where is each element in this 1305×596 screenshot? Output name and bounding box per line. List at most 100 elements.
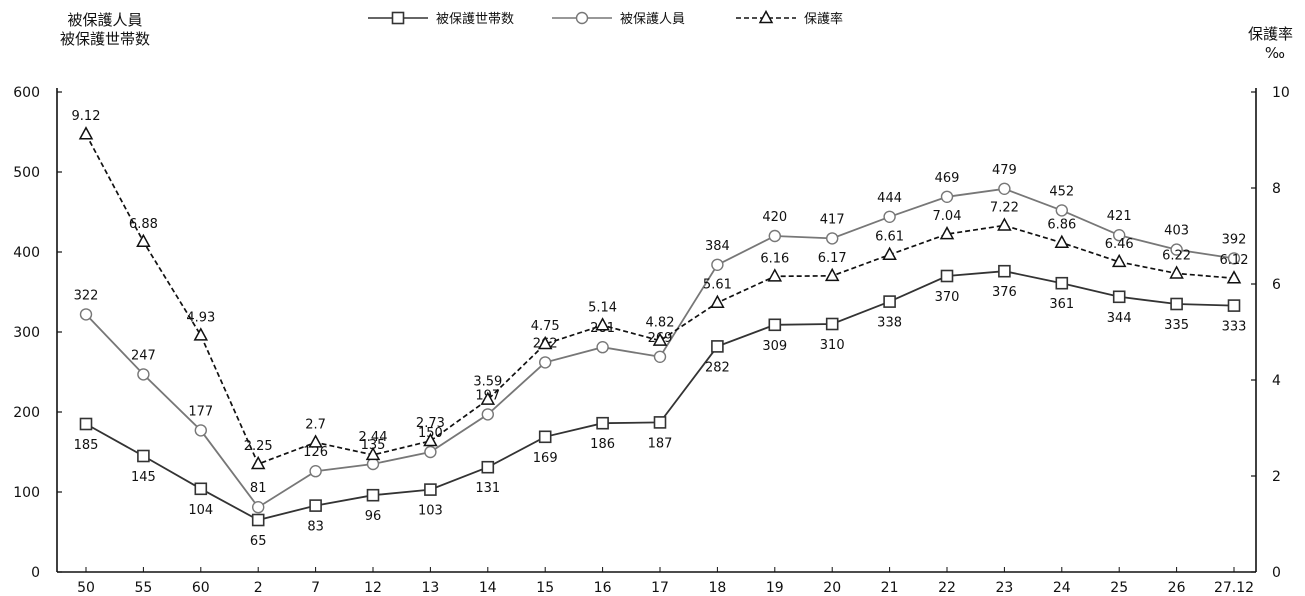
data-label: 403 [1164, 224, 1189, 239]
data-label: 417 [820, 212, 845, 227]
data-label: 186 [590, 437, 615, 452]
data-label: 247 [131, 348, 156, 363]
triangle-marker [710, 294, 725, 308]
circle-marker [940, 190, 954, 204]
x-tick-label: 18 [708, 580, 726, 596]
data-label: 96 [365, 509, 382, 524]
x-tick-label: 26 [1168, 580, 1186, 596]
square-marker [194, 482, 208, 496]
square-marker [309, 499, 322, 512]
data-label: 282 [705, 360, 730, 375]
right-axis-title: 保護率 ‰ [1248, 25, 1293, 63]
circle-marker [366, 457, 380, 471]
right-axis-title-line1: 保護率 [1247, 25, 1293, 43]
square-marker [137, 449, 150, 463]
triangle-marker [824, 267, 840, 282]
data-label: 4.75 [531, 319, 560, 334]
data-label: 384 [705, 239, 730, 254]
data-label: 452 [1049, 184, 1074, 199]
data-label: 65 [250, 534, 267, 549]
x-tick-label: 60 [192, 580, 210, 596]
triangle-marker [1111, 253, 1127, 268]
left-tick-label: 0 [31, 565, 40, 581]
circle-marker [998, 182, 1011, 196]
data-label: 420 [762, 210, 787, 225]
data-label: 6.86 [1047, 218, 1076, 233]
triangle-marker [1226, 270, 1242, 284]
data-label: 135 [361, 438, 386, 453]
triangle-marker [193, 327, 209, 341]
square-marker [538, 430, 552, 444]
x-tick-label: 55 [134, 580, 152, 596]
triangle-marker [1169, 265, 1184, 279]
circle-marker [309, 465, 322, 478]
x-tick-label: 21 [881, 580, 899, 596]
x-tick-label: 14 [479, 580, 497, 596]
data-label: 83 [307, 520, 324, 535]
legend-label: 被保護世帯数 [436, 11, 514, 27]
square-marker [711, 340, 724, 353]
triangle-marker [78, 126, 94, 140]
left-axis-title-line1: 被保護人員 [67, 11, 143, 29]
x-tick-label: 16 [594, 580, 612, 596]
square-marker [940, 269, 954, 283]
data-label: 6.12 [1220, 253, 1249, 268]
x-tick-label: 2 [254, 580, 263, 596]
data-label: 6.46 [1105, 237, 1134, 252]
x-tick-label: 50 [77, 580, 95, 596]
left-tick-label: 600 [13, 85, 40, 101]
triangle-marker [423, 432, 438, 447]
data-label: 126 [303, 445, 328, 460]
data-label: 81 [250, 481, 267, 496]
circle-marker [481, 408, 494, 421]
data-label: 131 [475, 481, 500, 496]
right-tick-label: 8 [1272, 181, 1281, 197]
data-label: 6.88 [129, 217, 158, 232]
data-label: 7.22 [990, 200, 1019, 215]
circle-marker [1227, 252, 1241, 265]
triangle-marker [250, 455, 266, 470]
data-label: 2.25 [244, 439, 273, 454]
triangle-marker [308, 434, 323, 448]
data-label: 2.73 [416, 416, 445, 431]
circle-marker [883, 210, 896, 224]
data-label: 335 [1164, 318, 1189, 333]
square-marker [391, 11, 405, 25]
square-marker [481, 460, 495, 474]
triangle-marker [365, 446, 381, 461]
circle-marker [653, 350, 667, 363]
data-label: 6.61 [875, 230, 904, 245]
circle-marker [768, 229, 781, 243]
square-marker [768, 318, 782, 332]
x-tick-label: 25 [1110, 580, 1128, 596]
data-label: 5.14 [588, 300, 617, 315]
x-tick-label: 27.12 [1214, 580, 1254, 596]
triangle-marker [997, 217, 1012, 231]
data-label: 145 [131, 470, 156, 485]
square-marker [424, 483, 437, 496]
circle-marker [826, 232, 839, 245]
left-axis-title: 被保護人員 被保護世帯数 [60, 11, 150, 49]
triangle-marker [767, 268, 783, 282]
square-marker [998, 264, 1011, 278]
data-label: 479 [992, 163, 1017, 178]
right-axis-title-line2: ‰ [1264, 44, 1285, 62]
circle-marker [194, 424, 208, 437]
data-label: 338 [877, 316, 902, 331]
triangle-marker [1054, 234, 1070, 248]
data-label: 376 [992, 285, 1017, 300]
data-label: 4.93 [186, 310, 215, 325]
triangle-marker [882, 246, 897, 260]
right-tick-label: 6 [1272, 277, 1281, 293]
triangle-marker [537, 335, 553, 350]
circle-marker [1112, 228, 1126, 242]
x-tick-label: 23 [995, 580, 1013, 596]
x-tick-label: 24 [1053, 580, 1071, 596]
data-label: 361 [1049, 297, 1074, 312]
square-marker [251, 513, 265, 527]
square-marker [1227, 299, 1241, 312]
x-tick-label: 19 [766, 580, 784, 596]
right-tick-label: 2 [1272, 469, 1281, 485]
x-tick-label: 13 [421, 580, 439, 596]
